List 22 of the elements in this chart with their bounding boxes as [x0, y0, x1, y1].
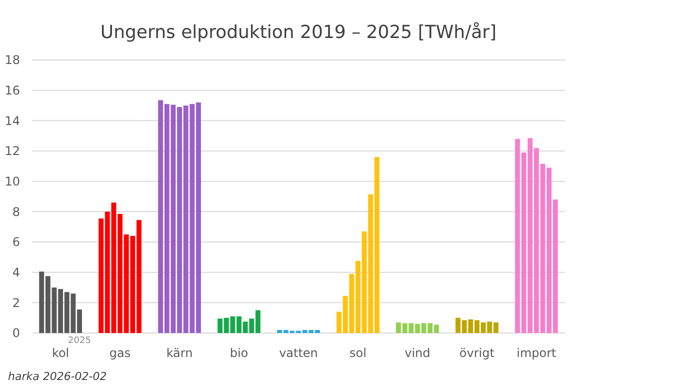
- x-tick-label: bio: [230, 346, 248, 360]
- x-tick-label: övrigt: [459, 346, 495, 360]
- y-tick-label: 4: [12, 266, 20, 280]
- y-tick-label: 12: [4, 144, 20, 158]
- chart-title: Ungerns elproduktion 2019 – 2025 [TWh/år]: [100, 22, 497, 43]
- text: 2025: [68, 336, 91, 346]
- x-tick-label: vind: [404, 346, 430, 360]
- text: harka 2026-02-02: [8, 370, 107, 383]
- y-tick-label: 16: [4, 84, 20, 98]
- y-tick-label: 14: [4, 114, 20, 128]
- y-tick-label: 0: [12, 326, 20, 340]
- y-tick-label: 10: [4, 174, 20, 189]
- x-tick-label: vatten: [279, 346, 318, 360]
- x-tick-label: kol: [52, 346, 70, 360]
- y-tick-label: 2: [12, 296, 20, 310]
- y-tick-label: 8: [12, 204, 20, 219]
- x-tick-label: import: [516, 346, 557, 360]
- x-tick-label: kärn: [166, 346, 193, 360]
- y-tick-label: 6: [12, 235, 20, 250]
- x-tick-label: gas: [109, 346, 131, 360]
- y-tick-label: 18: [4, 53, 20, 68]
- x-tick-label: sol: [350, 346, 366, 360]
